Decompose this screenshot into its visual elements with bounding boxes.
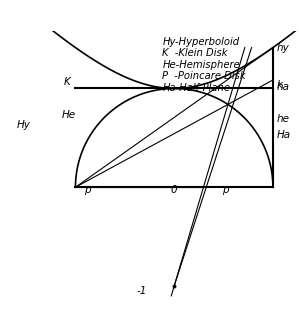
Text: K  -Klein Disk: K -Klein Disk xyxy=(162,48,228,58)
Text: k: k xyxy=(277,79,283,90)
Text: he: he xyxy=(277,114,290,124)
Text: Ha-Half-Plane: Ha-Half-Plane xyxy=(162,83,230,93)
Text: ha: ha xyxy=(277,82,290,93)
Text: p: p xyxy=(84,185,91,195)
Text: Ha: Ha xyxy=(277,130,291,140)
Text: Hy: Hy xyxy=(17,120,31,130)
Text: 0: 0 xyxy=(171,185,178,195)
Text: -1: -1 xyxy=(136,286,147,296)
Text: He: He xyxy=(61,110,75,120)
Text: K: K xyxy=(64,77,71,87)
Text: P  -Poincare Disk: P -Poincare Disk xyxy=(162,71,246,81)
Text: hy: hy xyxy=(277,43,290,53)
Text: Hy-Hyperboloid: Hy-Hyperboloid xyxy=(162,37,239,47)
Text: He-Hemisphere: He-Hemisphere xyxy=(162,60,240,70)
Text: p: p xyxy=(222,185,229,195)
